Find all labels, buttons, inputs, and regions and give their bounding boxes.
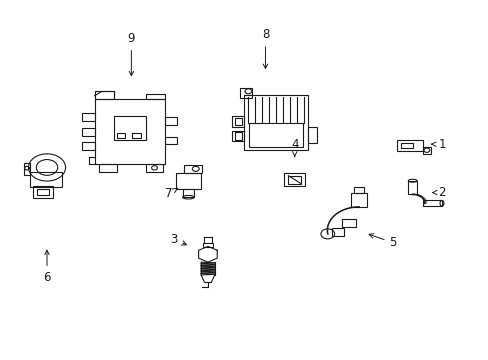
Bar [82, 128, 94, 135]
Bar [132, 133, 141, 138]
Bar [114, 116, 145, 140]
Bar [94, 99, 165, 164]
Bar [232, 131, 244, 141]
Bar [353, 187, 364, 193]
Bar [94, 91, 114, 99]
Bar [307, 127, 316, 143]
Text: 3: 3 [170, 233, 186, 246]
Bar [176, 173, 200, 189]
Bar [288, 176, 301, 184]
Bar [423, 201, 441, 206]
Bar [244, 95, 307, 150]
Bar [249, 123, 303, 147]
Bar [407, 181, 416, 194]
Bar [203, 243, 212, 247]
Bar [396, 140, 423, 151]
Text: 6: 6 [43, 250, 51, 284]
Text: 8: 8 [261, 28, 268, 68]
Bar [82, 113, 94, 121]
Text: 1: 1 [431, 138, 445, 150]
Bar [82, 142, 94, 150]
Bar [234, 132, 242, 140]
Text: 2: 2 [431, 186, 445, 199]
Bar [37, 189, 49, 195]
Bar [182, 189, 194, 197]
Bar [23, 163, 30, 175]
Bar [165, 117, 177, 125]
Text: 5: 5 [368, 234, 396, 249]
Bar [400, 143, 412, 148]
Bar [116, 133, 125, 138]
Bar [145, 164, 163, 172]
Bar [331, 228, 343, 235]
Bar [99, 164, 116, 172]
Bar [234, 118, 242, 125]
Bar [232, 116, 244, 127]
Bar [145, 94, 165, 99]
Text: 7: 7 [165, 187, 178, 200]
Bar [33, 186, 53, 198]
Bar [30, 172, 61, 187]
Bar [183, 165, 202, 173]
Bar [284, 173, 305, 186]
Text: 4: 4 [290, 138, 298, 156]
Bar [341, 219, 355, 226]
Bar [350, 193, 366, 207]
Bar [165, 136, 177, 144]
Text: 9: 9 [127, 32, 135, 76]
Bar [423, 147, 430, 154]
Bar [239, 88, 251, 98]
